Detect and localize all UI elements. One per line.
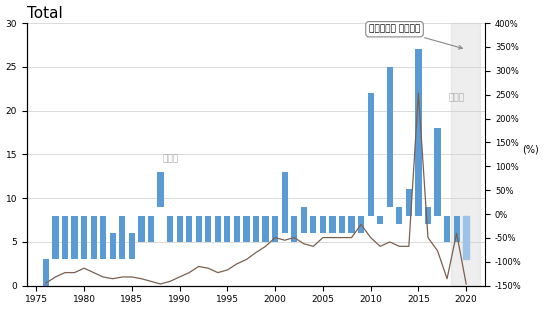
Bar: [368, 93, 374, 216]
Bar: [234, 216, 240, 242]
Bar: [62, 216, 68, 259]
Text: Total: Total: [27, 6, 63, 20]
Bar: [129, 233, 135, 259]
Bar: [310, 216, 317, 233]
Bar: [301, 207, 307, 233]
Bar: [43, 259, 49, 286]
Y-axis label: (%): (%): [522, 144, 539, 154]
Bar: [339, 216, 345, 233]
Bar: [215, 216, 221, 242]
Bar: [148, 216, 154, 242]
Bar: [415, 49, 422, 216]
Bar: [243, 216, 250, 242]
Bar: [463, 216, 469, 259]
Bar: [90, 216, 97, 259]
Bar: [454, 216, 460, 242]
Bar: [320, 216, 326, 233]
Bar: [224, 216, 231, 242]
Text: 증감율: 증감율: [163, 154, 178, 163]
Text: 출원미공개 특허존재: 출원미공개 특허존재: [369, 25, 462, 49]
Bar: [272, 216, 278, 242]
Bar: [396, 207, 403, 224]
Bar: [110, 233, 116, 259]
Bar: [349, 216, 355, 233]
Bar: [253, 216, 259, 242]
Bar: [138, 216, 145, 242]
Bar: [81, 216, 87, 259]
Bar: [451, 23, 480, 286]
Bar: [176, 216, 183, 242]
Bar: [157, 172, 164, 207]
Bar: [167, 216, 173, 242]
Bar: [262, 216, 269, 242]
Bar: [119, 216, 126, 259]
Bar: [358, 216, 364, 233]
Bar: [291, 216, 298, 242]
Bar: [329, 216, 336, 233]
Text: 완함계: 완함계: [449, 93, 465, 102]
Bar: [100, 216, 106, 259]
Bar: [377, 216, 384, 224]
Bar: [444, 216, 450, 242]
Bar: [186, 216, 192, 242]
Bar: [52, 216, 59, 259]
Bar: [435, 128, 441, 216]
Bar: [387, 67, 393, 207]
Bar: [406, 189, 412, 216]
Bar: [205, 216, 212, 242]
Bar: [425, 207, 431, 224]
Bar: [71, 216, 78, 259]
Bar: [196, 216, 202, 242]
Bar: [282, 172, 288, 233]
